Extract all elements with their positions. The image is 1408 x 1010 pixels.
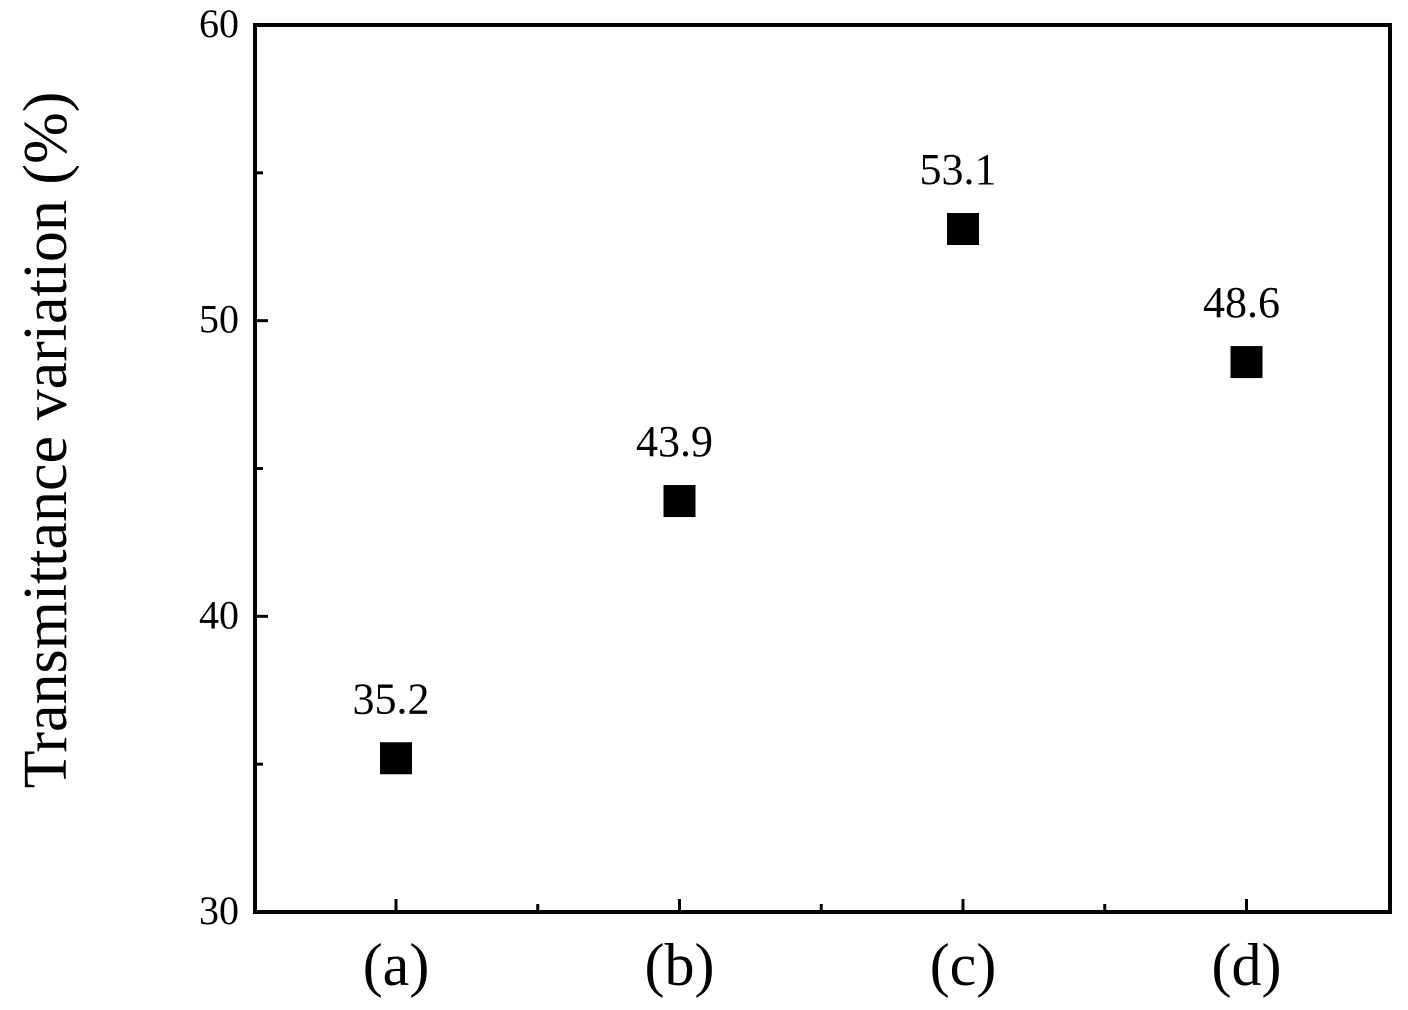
x-category-label: (c) (930, 932, 997, 998)
data-point-marker (663, 485, 696, 518)
x-category-label: (b) (645, 932, 715, 998)
y-tick-label: 40 (199, 592, 239, 637)
axes (253, 23, 1392, 914)
data-point-marker (947, 213, 979, 246)
y-axis-title: Transmittance variation (%) (12, 92, 80, 789)
data-point-marker (1230, 346, 1263, 379)
x-category-label: (d) (1212, 932, 1282, 998)
y-tick-label: 30 (199, 888, 239, 933)
data-point-marker (380, 742, 412, 775)
data-value-label: 43.9 (636, 417, 713, 466)
y-tick-label: 60 (199, 1, 239, 46)
y-tick-label: 50 (199, 297, 239, 342)
data-value-label: 48.6 (1203, 278, 1280, 327)
data-value-label: 53.1 (920, 145, 997, 194)
ticks: 30 40 50 60 (a) (b) (c) (d) (199, 1, 1281, 998)
data-value-label: 35.2 (353, 674, 430, 723)
x-category-label: (a) (363, 932, 430, 998)
data-points: 35.2 43.9 53.1 48.6 (353, 145, 1280, 775)
plot-frame (253, 23, 1392, 914)
